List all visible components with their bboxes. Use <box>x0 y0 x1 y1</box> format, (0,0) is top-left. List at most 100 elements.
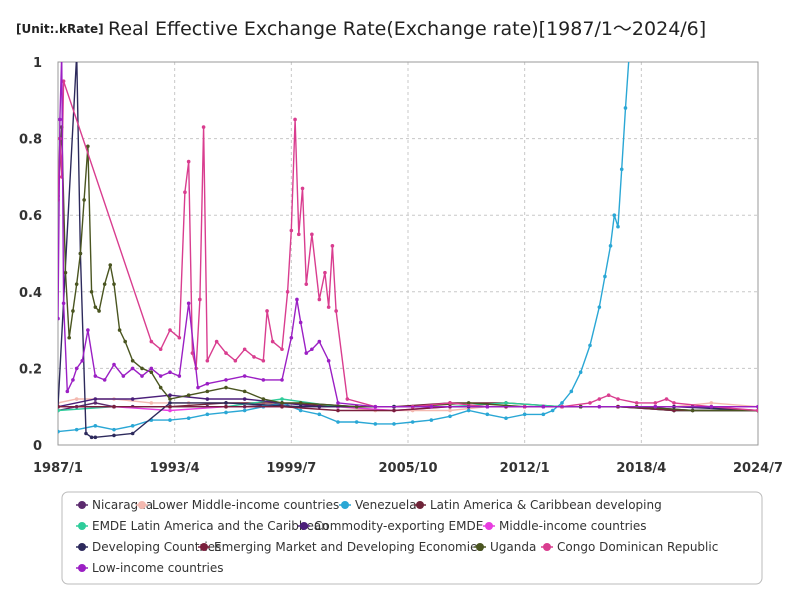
data-point <box>168 370 172 375</box>
legend-swatch-marker <box>485 522 493 530</box>
series-layer <box>58 53 758 440</box>
data-point <box>289 228 294 233</box>
data-point <box>74 366 79 371</box>
data-point <box>149 339 154 344</box>
data-point <box>261 378 266 382</box>
legend-item: Congo Dominican Republic <box>541 540 718 554</box>
data-point <box>597 397 602 401</box>
data-point <box>304 351 309 355</box>
data-point <box>123 339 127 344</box>
legend-label: Developing Countries <box>92 540 221 554</box>
data-point <box>326 305 331 309</box>
legend-item: Low-income countries <box>76 561 223 575</box>
data-point <box>354 404 359 409</box>
legend-swatch-marker <box>78 501 86 509</box>
data-point <box>82 198 86 202</box>
data-point <box>317 412 322 417</box>
data-point <box>242 408 247 413</box>
data-point <box>627 53 631 57</box>
data-point <box>78 251 83 256</box>
data-point <box>709 401 714 405</box>
data-point <box>672 401 676 405</box>
data-point <box>410 420 415 424</box>
series-venezuela <box>58 53 631 434</box>
data-point <box>198 297 202 302</box>
data-point <box>242 374 247 378</box>
legend-swatch-marker <box>341 501 349 509</box>
data-point <box>623 106 628 110</box>
legend-item: Developing Countries <box>76 540 221 554</box>
data-point <box>168 397 172 401</box>
data-point <box>112 433 116 438</box>
data-point <box>664 397 669 401</box>
legend-label: Emerging Market and Developing Economies <box>214 540 484 554</box>
axes: 0 0.2 0.4 0.6 0.8 1 1987/1 1993/4 1999/7 2005/10 2… <box>19 56 783 476</box>
legend-swatch-marker <box>476 543 484 551</box>
data-point <box>569 389 574 394</box>
x-tick-label: 1999/7 <box>266 461 316 476</box>
data-point <box>71 309 75 313</box>
data-point <box>541 404 546 409</box>
data-point <box>224 385 228 390</box>
data-point <box>280 397 284 401</box>
data-point <box>186 301 191 306</box>
data-point <box>709 404 714 409</box>
data-point <box>298 401 303 405</box>
data-point <box>112 404 116 409</box>
legend-item: Venezuela <box>339 498 417 512</box>
data-point <box>448 408 452 413</box>
data-point <box>86 144 90 149</box>
legend-swatch-marker <box>78 564 86 572</box>
data-point <box>334 309 338 313</box>
data-point <box>93 401 98 405</box>
data-point <box>112 427 116 432</box>
data-point <box>205 389 210 394</box>
data-point <box>93 424 98 428</box>
data-point <box>93 435 98 440</box>
data-point <box>588 343 592 348</box>
data-point <box>140 366 144 371</box>
data-point <box>295 297 299 302</box>
data-point <box>298 320 303 325</box>
data-point <box>89 290 94 294</box>
y-tick-label: 0.6 <box>19 209 42 224</box>
data-point <box>653 404 658 409</box>
data-point <box>168 418 172 422</box>
data-point <box>58 316 60 321</box>
legend-swatch-marker <box>78 522 86 530</box>
x-tick-label: 1987/1 <box>33 461 83 476</box>
data-point <box>205 412 210 417</box>
data-point <box>756 404 758 409</box>
data-point <box>168 401 172 405</box>
data-point <box>429 404 434 409</box>
data-point <box>354 420 359 424</box>
legend-item: Emerging Market and Developing Economies <box>198 540 484 554</box>
unit-label: [Unit:.kRate] <box>16 22 104 36</box>
data-point <box>310 347 314 352</box>
data-point <box>58 429 60 434</box>
data-point <box>201 125 206 129</box>
data-point <box>242 389 247 394</box>
data-point <box>261 358 266 363</box>
data-point <box>177 374 182 378</box>
data-point <box>448 414 452 419</box>
data-point <box>233 358 238 363</box>
data-point <box>485 404 490 409</box>
legend-label: Middle-income countries <box>499 519 647 533</box>
data-point <box>297 232 301 237</box>
legend-swatch-marker <box>543 543 551 551</box>
data-point <box>58 117 62 122</box>
data-point <box>63 270 68 275</box>
data-point <box>74 397 79 401</box>
data-point <box>186 416 191 420</box>
data-point <box>373 404 378 409</box>
data-point <box>58 404 60 409</box>
data-point <box>149 401 154 405</box>
series-low-income-countries <box>58 62 758 409</box>
data-point <box>112 362 116 367</box>
data-point <box>606 393 611 398</box>
data-point <box>186 393 191 398</box>
legend-label: Nicaragua <box>92 498 153 512</box>
data-point <box>177 335 182 340</box>
